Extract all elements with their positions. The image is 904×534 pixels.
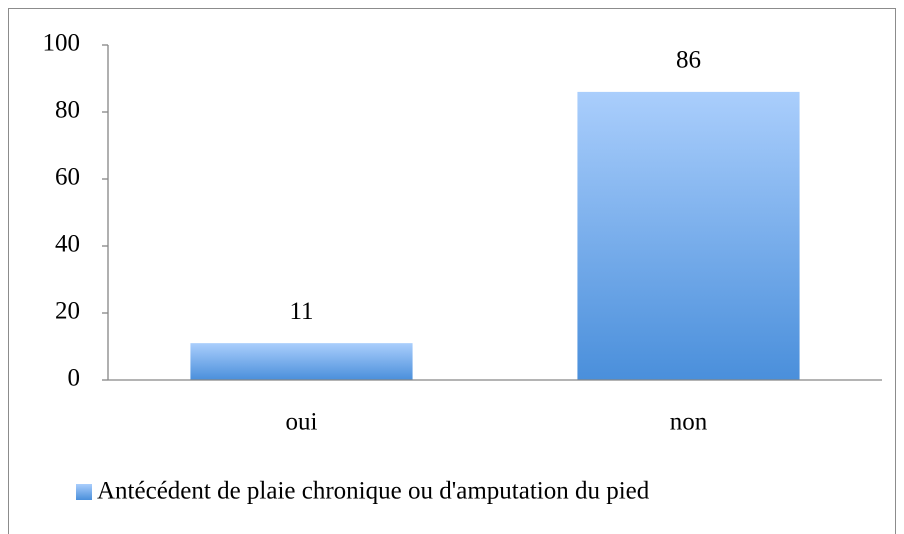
- data-label: 11: [289, 298, 313, 325]
- chart-border: [8, 8, 896, 534]
- legend-label: Antécédent de plaie chronique ou d'amput…: [97, 478, 650, 505]
- bar: [190, 343, 413, 380]
- y-tick-label: 100: [43, 30, 81, 57]
- x-tick-label: oui: [286, 409, 318, 436]
- y-tick-label: 60: [55, 164, 80, 191]
- y-tick-label: 0: [68, 365, 81, 392]
- y-tick-label: 40: [55, 231, 80, 258]
- y-tick-label: 20: [55, 298, 80, 325]
- y-tick-label: 80: [55, 97, 80, 124]
- data-label: 86: [676, 47, 701, 74]
- bar: [577, 91, 800, 381]
- x-tick-label: non: [670, 409, 708, 436]
- legend-swatch: [76, 484, 92, 500]
